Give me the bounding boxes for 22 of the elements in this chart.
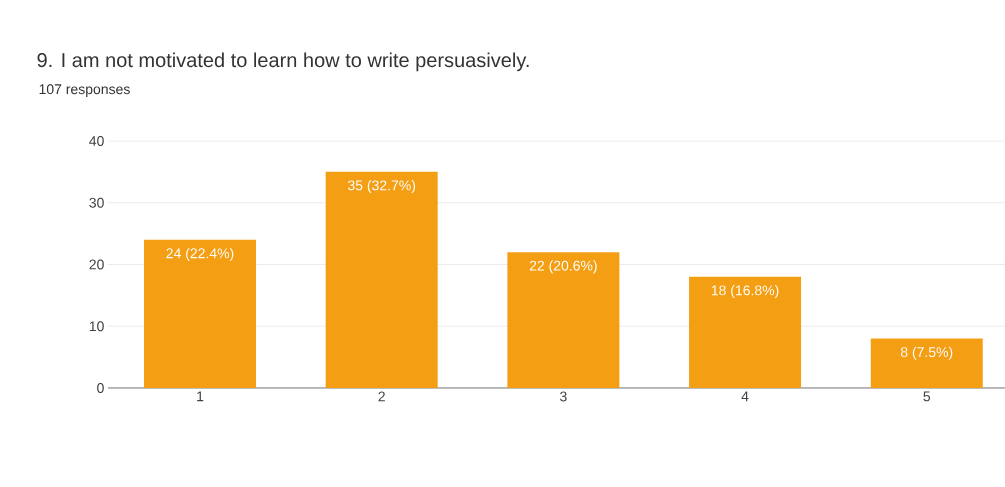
y-tick-label: 40 bbox=[89, 136, 104, 146]
bar bbox=[507, 252, 620, 388]
data-label: 24 (22.4%) bbox=[166, 247, 234, 262]
y-tick-label: 0 bbox=[97, 383, 104, 393]
x-tick-label: 1 bbox=[197, 391, 204, 402]
x-tick-label: 3 bbox=[560, 391, 567, 402]
x-tick-label: 5 bbox=[923, 391, 931, 402]
y-tick-label: 10 bbox=[89, 321, 104, 332]
bar bbox=[689, 276, 802, 388]
data-label: 22 (20.6%) bbox=[529, 260, 597, 274]
bar bbox=[325, 171, 438, 388]
bar bbox=[144, 239, 257, 388]
data-label: 35 (32.7%) bbox=[347, 180, 416, 194]
chart-title: 9. I am not motivated to learn how to write persuasively. bbox=[37, 52, 529, 72]
y-tick-label: 30 bbox=[89, 197, 104, 208]
y-tick-label: 20 bbox=[89, 259, 104, 270]
x-tick-label: 4 bbox=[741, 391, 749, 402]
data-label: 18 (16.8%) bbox=[711, 285, 779, 299]
data-label: 8 (7.5%) bbox=[900, 346, 953, 360]
chart-subtitle: 107 responses bbox=[39, 84, 130, 97]
x-tick-label: 2 bbox=[378, 391, 385, 402]
bar bbox=[870, 338, 983, 388]
